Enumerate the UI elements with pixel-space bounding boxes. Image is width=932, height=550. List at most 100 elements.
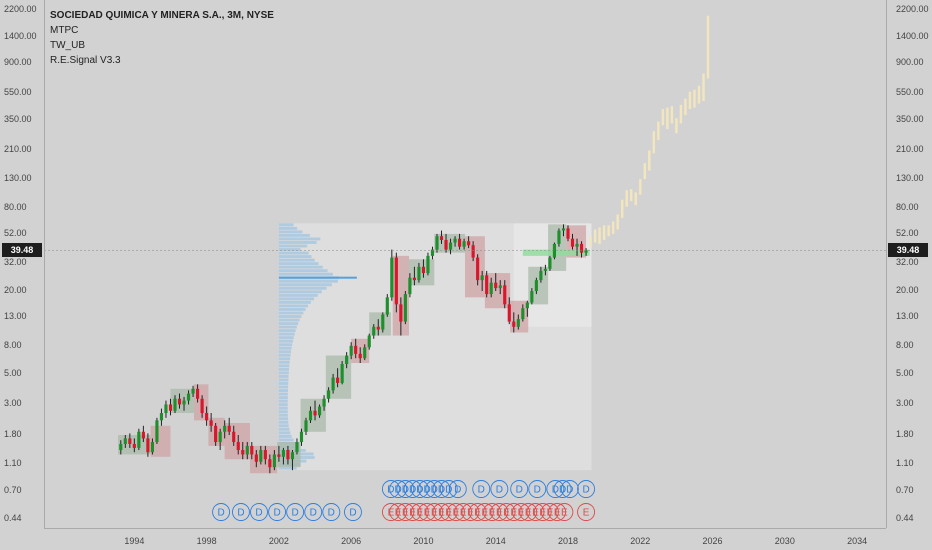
volume-profile-bar	[278, 290, 322, 294]
signal-blue-label: D	[454, 485, 461, 496]
candle-down	[236, 442, 240, 451]
signal-red-label: E	[445, 508, 452, 519]
bullish-zone	[408, 259, 435, 286]
candle-up	[539, 270, 543, 281]
candle-down	[579, 243, 584, 253]
right-price-axis[interactable]	[886, 0, 931, 528]
signal-red-circle	[540, 503, 559, 521]
signal-blue-circle	[490, 480, 509, 498]
signal-red-label: E	[510, 508, 517, 519]
candle-down	[421, 266, 426, 274]
signal-red-label: E	[518, 508, 525, 519]
candle-down	[444, 239, 448, 250]
projection-bar	[611, 221, 615, 234]
signal-blue-label: D	[566, 485, 573, 496]
price-tick-label: 20.00	[4, 285, 27, 296]
price-tick-label: 3.00	[4, 398, 22, 409]
time-tick-label: 2002	[268, 536, 289, 546]
volume-profile-bar	[278, 343, 293, 347]
candle-down	[214, 425, 218, 443]
signal-blue-circle	[322, 503, 341, 521]
volume-profile-poc-line	[278, 276, 357, 279]
signal-red-circle	[497, 503, 516, 521]
candle-up	[137, 431, 141, 448]
signal-blue-label: D	[255, 508, 262, 519]
volume-profile-bar	[278, 226, 298, 230]
candle-up	[245, 445, 249, 455]
candle-up	[173, 398, 177, 411]
candle-up	[575, 243, 579, 247]
signal-blue-circle	[389, 480, 408, 498]
candle-up	[584, 250, 588, 253]
bearish-zone	[465, 236, 485, 298]
candle-up	[119, 443, 123, 451]
signal-red-label: E	[453, 508, 460, 519]
volume-profile-bar	[278, 258, 315, 262]
signal-red-label: E	[561, 508, 568, 519]
signal-blue-label: D	[496, 485, 503, 496]
price-tick-label: 1.80	[896, 429, 914, 439]
signal-blue-circle	[403, 480, 422, 498]
support-band	[522, 249, 590, 256]
candle-down	[196, 388, 200, 399]
volume-profile-bar	[278, 424, 289, 428]
signal-blue-circle	[212, 503, 231, 521]
candle-up	[331, 377, 335, 391]
signal-blue-label: D	[478, 485, 485, 496]
volume-profile-bar	[278, 399, 288, 403]
candle-up	[462, 241, 466, 247]
volume-profile-bar	[278, 237, 321, 241]
signal-blue-label: D	[582, 485, 589, 496]
price-tick-label: 13.00	[896, 310, 919, 321]
indicator-label-mtpc[interactable]: MTPC	[50, 25, 79, 36]
candle-down	[200, 398, 204, 414]
signal-blue-circle	[432, 480, 451, 498]
indicator-label-tw-ub[interactable]: TW_UB	[50, 40, 85, 51]
price-tick-label: 52.00	[4, 227, 27, 238]
volume-profile-bar	[278, 307, 306, 311]
price-tick-label: 1.10	[4, 458, 22, 469]
price-tick-label: 900.00	[896, 57, 924, 68]
candle-down	[354, 345, 358, 354]
signal-red-circle	[504, 503, 523, 521]
signal-red-label: E	[474, 508, 481, 519]
signal-red-circle	[483, 503, 502, 521]
indicator-label-re-signal[interactable]: R.E.Signal V3.3	[50, 55, 121, 66]
volume-profile-bar	[278, 434, 292, 438]
candle-up	[367, 335, 371, 348]
candle-up	[164, 404, 168, 414]
signal-blue-circle	[286, 503, 305, 521]
candle-up	[385, 297, 389, 315]
volume-profile-bar	[278, 417, 289, 421]
left-price-axis[interactable]	[0, 0, 45, 528]
price-tick-label: 5.00	[896, 367, 914, 378]
signal-red-circle	[454, 503, 473, 521]
price-tick-label: 80.00	[896, 202, 919, 213]
projection-bar	[616, 214, 619, 230]
symbol-title[interactable]: SOCIEDAD QUIMICA Y MINERA S.A., 3M, NYSE	[50, 10, 274, 21]
signal-red-circle	[461, 503, 480, 521]
volume-profile-bar	[278, 466, 297, 470]
candle-up	[150, 442, 154, 453]
volume-profile-bar	[278, 251, 309, 255]
volume-profile-bar	[278, 265, 323, 269]
signal-blue-circle	[560, 480, 579, 498]
price-tick-label: 0.70	[4, 485, 22, 496]
candle-down	[146, 438, 150, 453]
candle-up	[480, 275, 484, 281]
time-axis[interactable]	[44, 528, 886, 529]
candle-up	[403, 294, 407, 322]
signal-red-label: E	[460, 508, 467, 519]
projection-bar	[679, 104, 683, 124]
volume-profile-bar	[278, 406, 288, 410]
volume-profile-bar	[278, 339, 293, 343]
candle-up	[123, 438, 127, 444]
price-tick-label: 20.00	[896, 285, 919, 296]
volume-profile-bar	[278, 410, 288, 414]
volume-profile-bar	[278, 374, 289, 378]
signal-blue-label: D	[402, 485, 409, 496]
volume-profile-bar	[278, 283, 332, 287]
time-tick-label: 2026	[702, 536, 723, 546]
